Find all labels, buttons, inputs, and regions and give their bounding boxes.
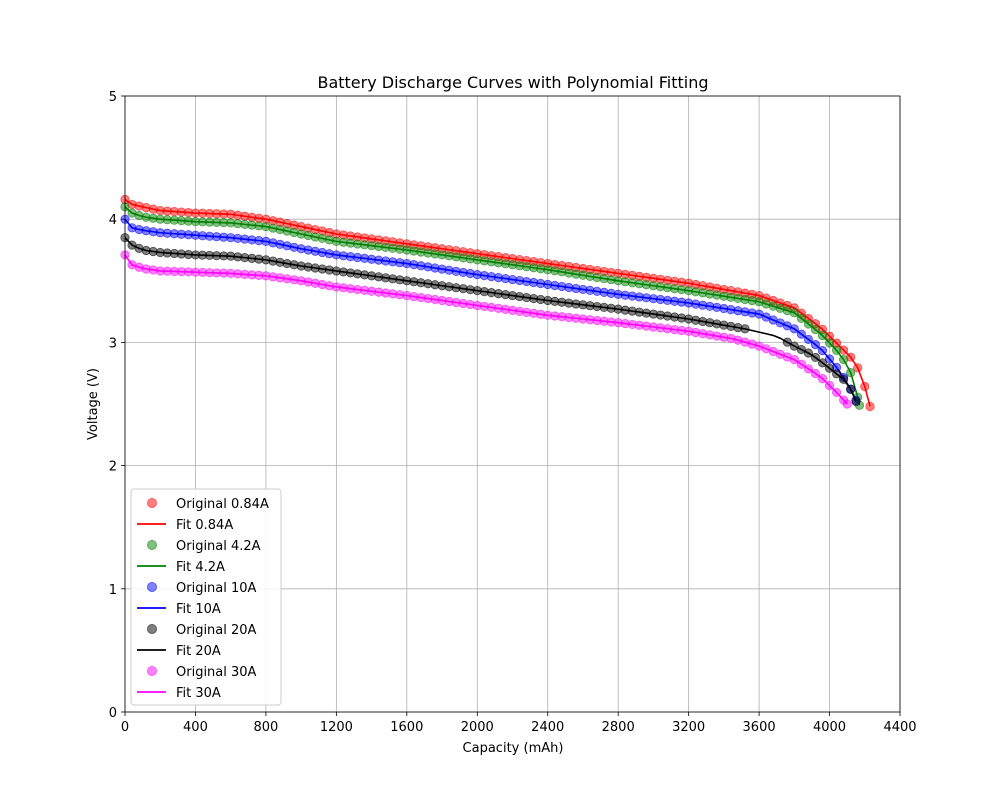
data-point bbox=[789, 324, 799, 334]
data-point bbox=[803, 319, 814, 329]
data-point bbox=[851, 396, 861, 407]
data-point bbox=[853, 363, 863, 373]
data-point bbox=[846, 367, 856, 378]
x-tick-label: 1200 bbox=[320, 720, 353, 735]
x-tick-label: 400 bbox=[183, 720, 208, 735]
data-point bbox=[817, 358, 828, 368]
x-tick-label: 3200 bbox=[672, 720, 705, 735]
data-point bbox=[740, 324, 750, 334]
data-point bbox=[817, 374, 828, 384]
y-axis-label: Voltage (V) bbox=[86, 368, 101, 440]
data-point bbox=[810, 340, 821, 350]
data-point bbox=[860, 381, 870, 392]
x-tick-label: 0 bbox=[121, 720, 129, 735]
legend-marker bbox=[146, 666, 157, 677]
legend-label: Fit 10A bbox=[176, 602, 221, 617]
y-tick-label: 2 bbox=[109, 460, 117, 475]
data-point bbox=[817, 346, 828, 356]
data-point bbox=[831, 387, 842, 398]
legend-marker bbox=[146, 540, 157, 551]
x-tick-label: 2400 bbox=[531, 720, 564, 735]
y-tick-label: 3 bbox=[109, 336, 117, 351]
data-point bbox=[865, 401, 875, 412]
legend-marker bbox=[146, 624, 157, 635]
data-point bbox=[810, 368, 821, 379]
data-point bbox=[803, 364, 814, 374]
legend-label: Fit 4.2A bbox=[176, 560, 225, 575]
series-4.2A bbox=[120, 202, 865, 410]
data-point bbox=[803, 334, 814, 344]
data-point bbox=[789, 308, 799, 318]
series-20A bbox=[120, 233, 861, 407]
data-point bbox=[803, 348, 814, 358]
legend-label: Fit 30A bbox=[176, 686, 221, 701]
data-point bbox=[824, 380, 835, 391]
legend-label: Original 4.2A bbox=[176, 539, 261, 554]
y-tick-label: 5 bbox=[109, 90, 117, 105]
y-tick-label: 1 bbox=[109, 583, 117, 598]
x-tick-label: 2000 bbox=[461, 720, 494, 735]
data-point bbox=[824, 338, 835, 348]
x-tick-label: 3600 bbox=[743, 720, 776, 735]
legend-label: Original 10A bbox=[176, 581, 257, 596]
data-point bbox=[782, 337, 792, 347]
y-tick-label: 4 bbox=[109, 213, 117, 228]
legend: Original 0.84A Fit 0.84A Original 4.2A Fit … bbox=[130, 488, 282, 706]
series-30A bbox=[120, 250, 852, 409]
legend-label: Original 30A bbox=[176, 665, 257, 680]
data-point bbox=[817, 331, 828, 341]
legend-label: Fit 20A bbox=[176, 644, 221, 659]
x-axis-label: Capacity (mAh) bbox=[463, 741, 564, 756]
plot-frame bbox=[124, 95, 901, 713]
series-10A bbox=[120, 214, 861, 405]
data-point bbox=[846, 384, 856, 394]
data-point bbox=[842, 399, 852, 409]
x-tick-label: 4400 bbox=[883, 720, 916, 735]
data-point bbox=[824, 354, 835, 364]
data-point bbox=[839, 374, 849, 384]
chart-title: Battery Discharge Curves with Polynomial… bbox=[317, 73, 708, 92]
data-point bbox=[796, 313, 806, 324]
legend-marker bbox=[146, 497, 157, 508]
x-tick-label: 2800 bbox=[602, 720, 635, 735]
data-point bbox=[796, 359, 806, 369]
x-tick-label: 1600 bbox=[390, 720, 423, 735]
y-tick-label: 0 bbox=[109, 706, 117, 721]
data-point bbox=[789, 355, 799, 365]
x-tick-label: 4000 bbox=[813, 720, 846, 735]
data-point bbox=[810, 324, 821, 335]
x-tick-label: 800 bbox=[253, 720, 278, 735]
data-point bbox=[810, 352, 821, 363]
data-point bbox=[831, 369, 842, 379]
legend-box bbox=[130, 488, 282, 706]
legend-label: Fit 0.84A bbox=[176, 518, 233, 533]
legend-label: Original 20A bbox=[176, 623, 257, 638]
data-point bbox=[839, 355, 849, 365]
legend-marker bbox=[146, 582, 157, 593]
data-point bbox=[796, 329, 806, 339]
data-point bbox=[824, 363, 835, 373]
data-point bbox=[831, 345, 842, 356]
legend-label: Original 0.84A bbox=[176, 497, 269, 512]
